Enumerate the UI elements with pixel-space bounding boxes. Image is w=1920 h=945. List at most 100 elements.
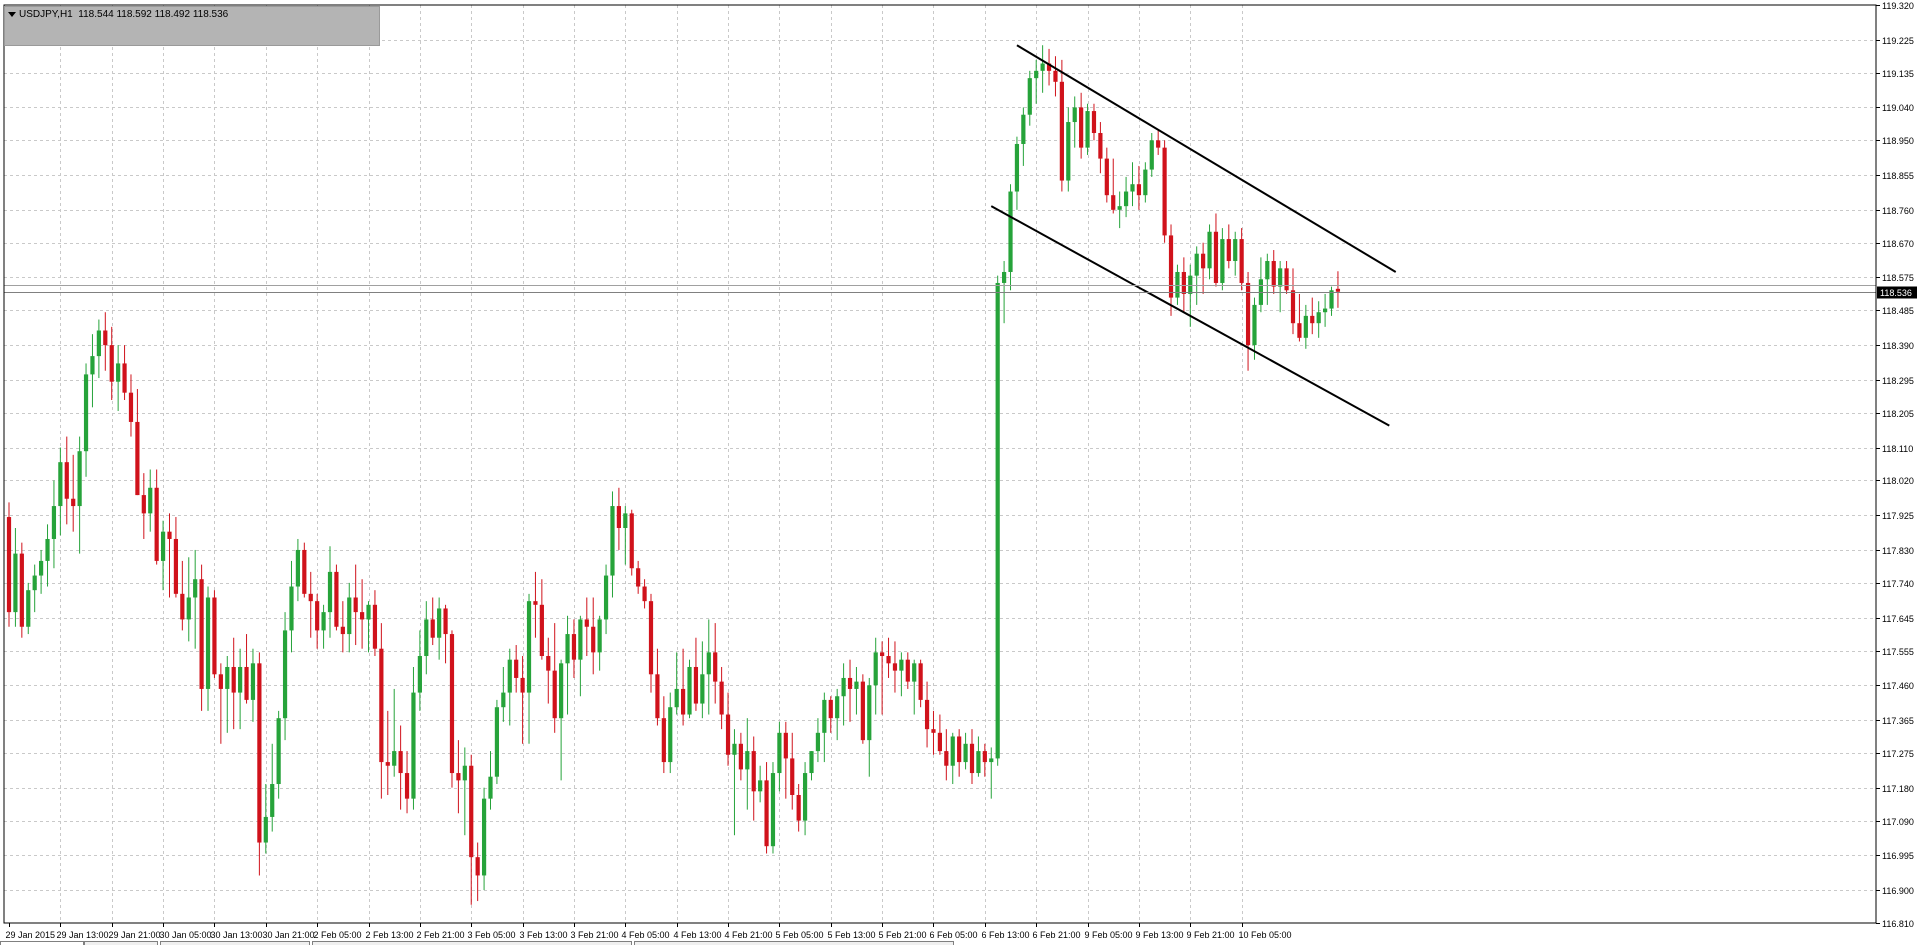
bear-candle [231, 637, 236, 730]
bear-candle [71, 454, 76, 532]
bull-candle [494, 699, 500, 785]
candle-body [443, 608, 448, 635]
y-tick-label: 118.110 [1882, 444, 1913, 454]
candle-body [1168, 235, 1174, 298]
x-tick-label: 3 Feb 21:00 [571, 930, 619, 940]
candle-body [1303, 315, 1308, 338]
bull-candle [424, 601, 429, 675]
bull-candle [263, 784, 268, 854]
chart-tab[interactable] [160, 941, 310, 945]
candle-body [1310, 315, 1315, 324]
candle-body [308, 593, 313, 602]
trendline[interactable] [990, 205, 1390, 427]
candle-body [1117, 206, 1122, 210]
chart-tab[interactable] [84, 941, 158, 945]
x-tick-label: 9 Feb 05:00 [1085, 930, 1133, 940]
x-tick-label: 2 Feb 21:00 [417, 930, 465, 940]
candle-body [90, 356, 95, 375]
x-tick-label: 5 Feb 05:00 [776, 930, 824, 940]
bear-candle [430, 597, 435, 646]
candle-body [488, 776, 493, 799]
bull-candle [777, 721, 782, 792]
candle-body [353, 597, 358, 613]
candle-body [257, 663, 262, 843]
bear-candle [456, 740, 461, 814]
bear-candle [244, 634, 249, 704]
candle-body [1136, 184, 1142, 196]
bull-candle [809, 751, 814, 781]
y-tick-label: 116.995 [1882, 851, 1914, 861]
bull-candle [963, 732, 968, 770]
candle-body [103, 330, 108, 346]
y-tick-label: 119.225 [1882, 36, 1914, 46]
bear-candle [135, 389, 140, 496]
bear-candle [751, 736, 756, 821]
candle-body [1027, 78, 1032, 115]
bull-candle [160, 520, 166, 591]
bull-candle [417, 630, 422, 711]
candle-body [1278, 268, 1283, 287]
candle-body [481, 798, 487, 876]
bull-candle [674, 652, 679, 715]
candle-body [1046, 63, 1052, 71]
trendline[interactable] [1016, 44, 1397, 273]
candle-body [1284, 268, 1289, 291]
candle-body [732, 743, 737, 755]
bear-candle [122, 345, 127, 400]
candle-body [1194, 253, 1199, 276]
bull-candle [770, 762, 776, 854]
symbol-info-text: USDJPY,H1 118.544 118.592 118.492 118.53… [8, 9, 228, 20]
candle-body [141, 495, 146, 514]
candle-body [1040, 63, 1045, 71]
trendlines[interactable] [990, 44, 1397, 427]
candle-body [1123, 191, 1129, 207]
candle-body [648, 601, 654, 675]
bull-candle [1258, 257, 1263, 313]
bull-candle [1149, 133, 1154, 177]
candle-body [738, 743, 743, 770]
candle-body [1335, 288, 1341, 292]
candle-body [13, 553, 18, 613]
bull-candle [1014, 136, 1020, 210]
bull-candle [507, 648, 512, 726]
bear-candle [629, 509, 634, 576]
bull-candle [815, 718, 821, 763]
candle-body [1297, 323, 1302, 338]
bear-candle [783, 721, 788, 799]
candle-body [404, 773, 410, 799]
candle-body [860, 681, 865, 741]
bear-candle [475, 842, 480, 902]
candle-body [1271, 261, 1276, 287]
bear-candle [584, 597, 589, 657]
candle-body [802, 773, 808, 821]
bear-candle [257, 652, 262, 876]
bull-candle [77, 436, 82, 554]
chart-tab[interactable] [634, 941, 954, 945]
bear-candle [103, 312, 108, 371]
bull-candle [96, 319, 101, 379]
bear-candle [1136, 165, 1142, 210]
candle-body [1098, 133, 1103, 159]
candle-body [546, 656, 551, 671]
candle-body [745, 751, 750, 770]
chart-tab[interactable] [312, 941, 632, 945]
x-tick-label: 10 Feb 05:00 [1239, 930, 1292, 940]
chart-tab[interactable] [0, 941, 84, 945]
collapse-triangle-icon[interactable] [8, 11, 16, 17]
y-tick-label: 119.040 [1882, 103, 1914, 113]
bear-candle [616, 487, 621, 550]
candle-body [1316, 312, 1321, 324]
bear-candle [880, 641, 885, 715]
candle-body [655, 674, 660, 719]
bull-candle [559, 659, 564, 781]
bear-candle [1181, 257, 1186, 313]
candle-body [969, 743, 975, 774]
current-price-label: 118.536 [1880, 288, 1912, 298]
bull-candle [700, 641, 705, 719]
symbol-info-panel[interactable]: USDJPY,H1 118.544 118.592 118.492 118.53… [4, 6, 380, 46]
candle-body [1201, 253, 1206, 269]
bear-candle [1053, 56, 1058, 97]
bull-candle [13, 528, 18, 627]
candle-body [186, 597, 191, 620]
candle-body [109, 345, 114, 382]
